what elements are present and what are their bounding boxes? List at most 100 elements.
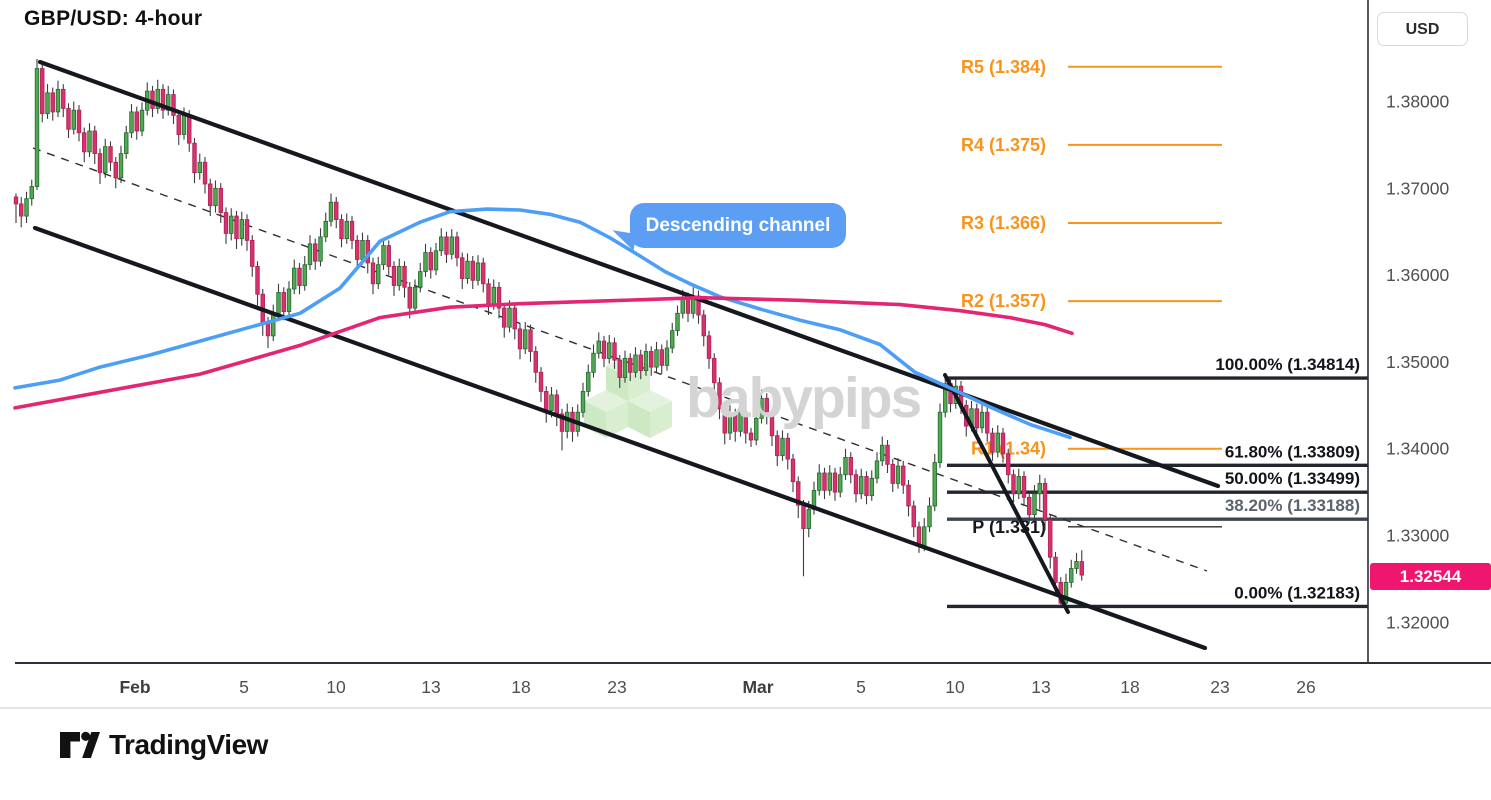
candle-bearish [533,351,538,373]
candle-bullish [643,351,649,371]
candle-bullish [1074,561,1079,569]
x-axis-label: 10 [326,677,346,697]
x-axis-label: 10 [945,677,965,697]
y-axis-label: 1.33000 [1386,526,1450,546]
babypips-cubes-icon [584,355,672,438]
candle-bearish [92,130,97,154]
candle-bullish [103,146,108,174]
pivot-label: R4 (1.375) [961,135,1046,155]
candle-bullish [507,307,512,328]
candle-bullish [397,266,402,286]
candle-bearish [113,161,118,179]
x-axis-label: Mar [742,677,773,697]
candle-bearish [554,394,559,415]
candle-bullish [328,201,334,222]
candle-bullish [549,394,554,411]
candle-bullish [995,432,1000,453]
candle-bearish [391,266,397,286]
candle-bullish [622,358,628,378]
candle-bearish [733,413,738,432]
x-axis-label: 5 [856,677,866,697]
candle-bearish [208,183,213,207]
candle-bearish [244,219,250,241]
candle-bullish [239,219,244,240]
candle-bearish [790,458,796,483]
x-axis-label: 18 [1120,677,1139,697]
candle-bearish [265,322,271,337]
candle-bearish [40,68,45,115]
candle-bullish [727,413,733,434]
candle-bullish [449,236,454,255]
x-axis-label: 13 [1031,677,1050,697]
fib-label: 100.00% (1.34814) [1215,355,1360,374]
candle-bullish [979,411,985,429]
candle-bullish [418,271,423,288]
candle-bearish [176,114,181,135]
babypips-watermark: babypips [686,366,922,430]
candle-bullish [874,460,880,479]
candle-bearish [764,397,769,417]
fib-label: 61.80% (1.33809) [1225,442,1360,461]
candle-bullish [129,111,134,134]
candle-bearish [853,474,859,495]
candle-bearish [832,472,838,493]
candle-bearish [974,408,979,429]
candle-bearish [13,196,19,205]
candle-bullish [586,371,591,392]
candle-bearish [911,505,916,528]
candle-bullish [937,411,943,463]
y-axis-label: 1.34000 [1386,439,1450,459]
channel-upper-line [37,59,1221,489]
candle-bullish [465,260,470,279]
candle-bearish [769,415,775,437]
currency-usd-button[interactable]: USD [1377,12,1468,46]
callout-label: Descending channel [645,215,831,236]
candle-bearish [601,340,607,359]
candle-bearish [281,292,286,312]
candle-bearish [722,408,727,434]
candle-bullish [376,264,381,285]
candle-bullish [360,239,365,260]
x-axis-label: 23 [1210,677,1229,697]
candle-bullish [1037,483,1042,495]
candle-bullish [780,437,785,457]
y-axis-label: 1.38000 [1386,92,1450,112]
candle-bearish [1048,519,1053,558]
candle-bullish [817,472,822,491]
candle-bearish [339,219,344,240]
candle-bullish [286,288,292,312]
candle-bullish [664,347,670,366]
candle-bearish [187,114,192,144]
candle-bearish [1021,476,1027,498]
candle-bearish [255,266,260,295]
candle-bearish [355,239,360,260]
candle-bearish [108,146,113,163]
tradingview-wordmark: TradingView [109,729,268,760]
candle-bullish [880,444,885,462]
candle-bearish [864,476,869,496]
candle-bearish [890,463,895,484]
fib-label: 50.00% (1.33499) [1225,469,1360,488]
candle-bearish [402,266,407,288]
x-axis-label: 18 [511,677,530,697]
candle-bullish [475,262,481,281]
candle-bullish [423,252,428,273]
page-title: GBP/USD: 4-hour [24,7,203,30]
candle-bearish [66,108,71,130]
tradingview-logo[interactable]: TradingView [60,729,268,761]
candle-bearish [685,297,691,314]
candle-bullish [276,292,281,314]
candle-bullish [580,391,586,413]
candle-bullish [1032,493,1037,516]
candle-bullish [1016,476,1021,495]
candle-bearish [313,243,318,262]
candle-bullish [932,462,937,507]
candle-bullish [302,264,307,286]
candle-bearish [334,201,339,220]
candle-bullish [806,509,811,529]
candle-bearish [822,472,827,491]
candle-bearish [349,220,355,241]
channel-lower-line [32,225,1208,651]
candle-bearish [906,484,911,507]
